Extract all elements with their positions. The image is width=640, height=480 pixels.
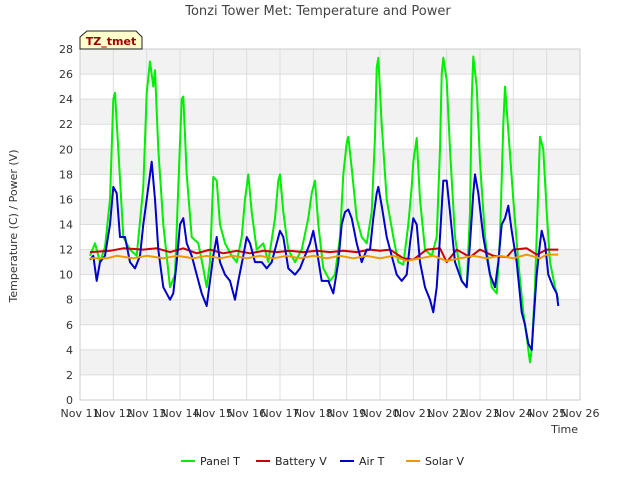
station-badge: TZ_tmet xyxy=(79,30,143,50)
x-tick-label: Nov 24 xyxy=(494,407,533,420)
legend-label: Panel T xyxy=(200,455,240,468)
y-tick-label: 4 xyxy=(66,344,73,357)
x-tick-label: Nov 21 xyxy=(394,407,433,420)
series-line-air-t xyxy=(89,160,560,351)
x-tick-label: Nov 13 xyxy=(127,407,166,420)
x-tick-label: Nov 19 xyxy=(327,407,366,420)
x-tick-label: Nov 26 xyxy=(561,407,600,420)
y-tick-label: 10 xyxy=(59,269,73,282)
y-tick-label: 14 xyxy=(59,219,73,232)
legend-label: Battery V xyxy=(275,455,327,468)
y-tick-label: 16 xyxy=(59,193,73,206)
y-tick-label: 2 xyxy=(66,369,73,382)
series-line-battery-v xyxy=(89,247,559,264)
y-tick-label: 26 xyxy=(59,68,73,81)
plot-band xyxy=(80,299,580,325)
plot-band xyxy=(80,74,580,100)
x-tick-label: Nov 15 xyxy=(194,407,233,420)
plot-band xyxy=(80,174,580,200)
series-line-solar-v xyxy=(90,253,559,262)
plot-frame xyxy=(79,48,581,401)
x-axis-label: Time xyxy=(550,423,578,436)
y-tick-label: 28 xyxy=(59,43,73,56)
x-tick-label: Nov 18 xyxy=(294,407,333,420)
x-tick-label: Nov 17 xyxy=(261,407,300,420)
plot-band xyxy=(80,374,580,400)
plot-band xyxy=(80,149,580,175)
x-tick-label: Nov 11 xyxy=(61,407,100,420)
y-tick-label: 8 xyxy=(66,294,73,307)
plot-band xyxy=(80,349,580,375)
plot-band xyxy=(80,124,580,150)
x-tick-label: Nov 14 xyxy=(161,407,200,420)
y-tick-label: 6 xyxy=(66,319,73,332)
legend-label: Solar V xyxy=(425,455,465,468)
legend: Panel T Battery V Air T Solar V xyxy=(181,455,465,468)
x-tick-label: Nov 12 xyxy=(94,407,133,420)
legend-label: Air T xyxy=(359,455,385,468)
plot-band xyxy=(80,224,580,250)
x-tick-label: Nov 25 xyxy=(527,407,566,420)
x-tick-label: Nov 23 xyxy=(461,407,500,420)
badge-box xyxy=(79,30,143,50)
y-axis-label: Temperature (C) / Power (V) xyxy=(7,149,20,303)
plot-band xyxy=(80,99,580,125)
y-tick-label: 20 xyxy=(59,143,73,156)
plot-band xyxy=(80,49,580,75)
plot-band xyxy=(80,324,580,350)
y-tick-label: 24 xyxy=(59,93,73,106)
y-tick-label: 22 xyxy=(59,118,73,131)
x-tick-label: Nov 20 xyxy=(361,407,400,420)
series-lines xyxy=(89,55,560,364)
chart-title: Tonzi Tower Met: Temperature and Power xyxy=(184,4,451,19)
plot-band xyxy=(80,249,580,275)
badge-text: TZ_tmet xyxy=(86,35,136,48)
x-tick-label: Nov 16 xyxy=(227,407,266,420)
y-tick-label: 0 xyxy=(66,394,73,407)
x-tick-label: Nov 22 xyxy=(427,407,466,420)
y-tick-label: 18 xyxy=(59,168,73,181)
y-tick-label: 12 xyxy=(59,244,73,257)
